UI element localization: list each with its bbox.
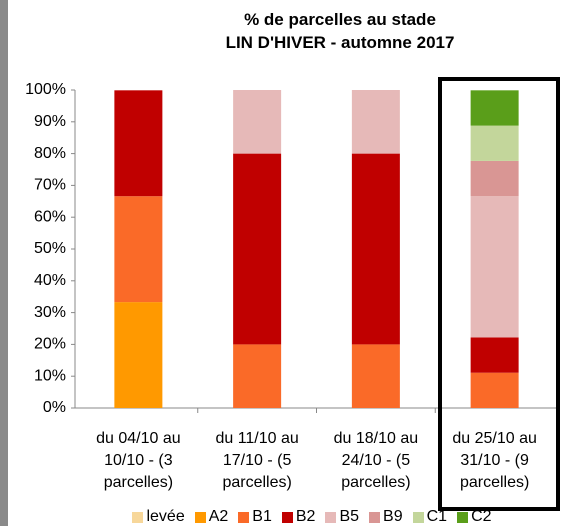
legend-item: B1 [238, 508, 272, 526]
legend-swatch [195, 512, 206, 523]
bar-segment [114, 302, 162, 408]
bar-segment [471, 90, 519, 125]
y-tick-label: 10% [34, 367, 66, 384]
y-tick-label: 100% [25, 81, 66, 98]
bar-segment [471, 337, 519, 372]
bar-segment [352, 344, 400, 408]
legend-item: B2 [282, 508, 316, 526]
y-tick-label: 0% [43, 399, 66, 416]
legend-swatch [457, 512, 468, 523]
legend-item: levée [132, 508, 184, 526]
y-tick-label: 80% [34, 145, 66, 162]
bar-segment [352, 90, 400, 154]
legend-swatch [238, 512, 249, 523]
bar-segment [471, 373, 519, 408]
legend-label: B1 [252, 508, 272, 526]
bar-segment [471, 196, 519, 337]
legend-item: C1 [413, 508, 447, 526]
bar-segment [471, 126, 519, 161]
chart-title: % de parcelles au stade [150, 10, 530, 30]
bar-segment [352, 154, 400, 345]
legend: levée A2 B1 B2 B5 B9 C1 C2 [60, 508, 564, 526]
legend-swatch [325, 512, 336, 523]
legend-label: B2 [296, 508, 316, 526]
chart-title: LIN D'HIVER - automne 2017 [150, 33, 530, 53]
legend-swatch [132, 512, 143, 523]
y-tick-label: 20% [34, 336, 66, 353]
y-tick-label: 30% [34, 304, 66, 321]
bar-segment [233, 154, 281, 345]
x-tick-label: du 04/10 au 10/10 - (3 parcelles) [79, 428, 197, 494]
y-tick-label: 50% [34, 240, 66, 257]
background-strip [0, 0, 8, 526]
bar-segment [114, 90, 162, 196]
legend-label: A2 [209, 508, 229, 526]
legend-item: B5 [325, 508, 359, 526]
bar-segment [114, 196, 162, 302]
y-tick-label: 60% [34, 208, 66, 225]
legend-item: C2 [457, 508, 491, 526]
legend-label: C2 [471, 508, 491, 526]
legend-item: A2 [195, 508, 229, 526]
legend-swatch [413, 512, 424, 523]
legend-label: C1 [427, 508, 447, 526]
legend-item: B9 [369, 508, 403, 526]
x-tick-label: du 25/10 au 31/10 - (9 parcelles) [436, 428, 554, 494]
legend-swatch [282, 512, 293, 523]
bar-segment [233, 90, 281, 154]
x-tick-label: du 11/10 au 17/10 - (5 parcelles) [198, 428, 316, 494]
x-tick-label: du 18/10 au 24/10 - (5 parcelles) [317, 428, 435, 494]
page: 0% 10% 20% 30% 40% 50% 60% 70% 80% 90% 100% % de p… [0, 0, 564, 526]
legend-label: B5 [339, 508, 359, 526]
y-tick-label: 40% [34, 272, 66, 289]
legend-label: B9 [383, 508, 403, 526]
legend-label: levée [146, 508, 184, 526]
bar-segment [233, 344, 281, 408]
y-tick-label: 70% [34, 177, 66, 194]
bar-segment [471, 161, 519, 196]
y-tick-label: 90% [34, 113, 66, 130]
legend-swatch [369, 512, 380, 523]
